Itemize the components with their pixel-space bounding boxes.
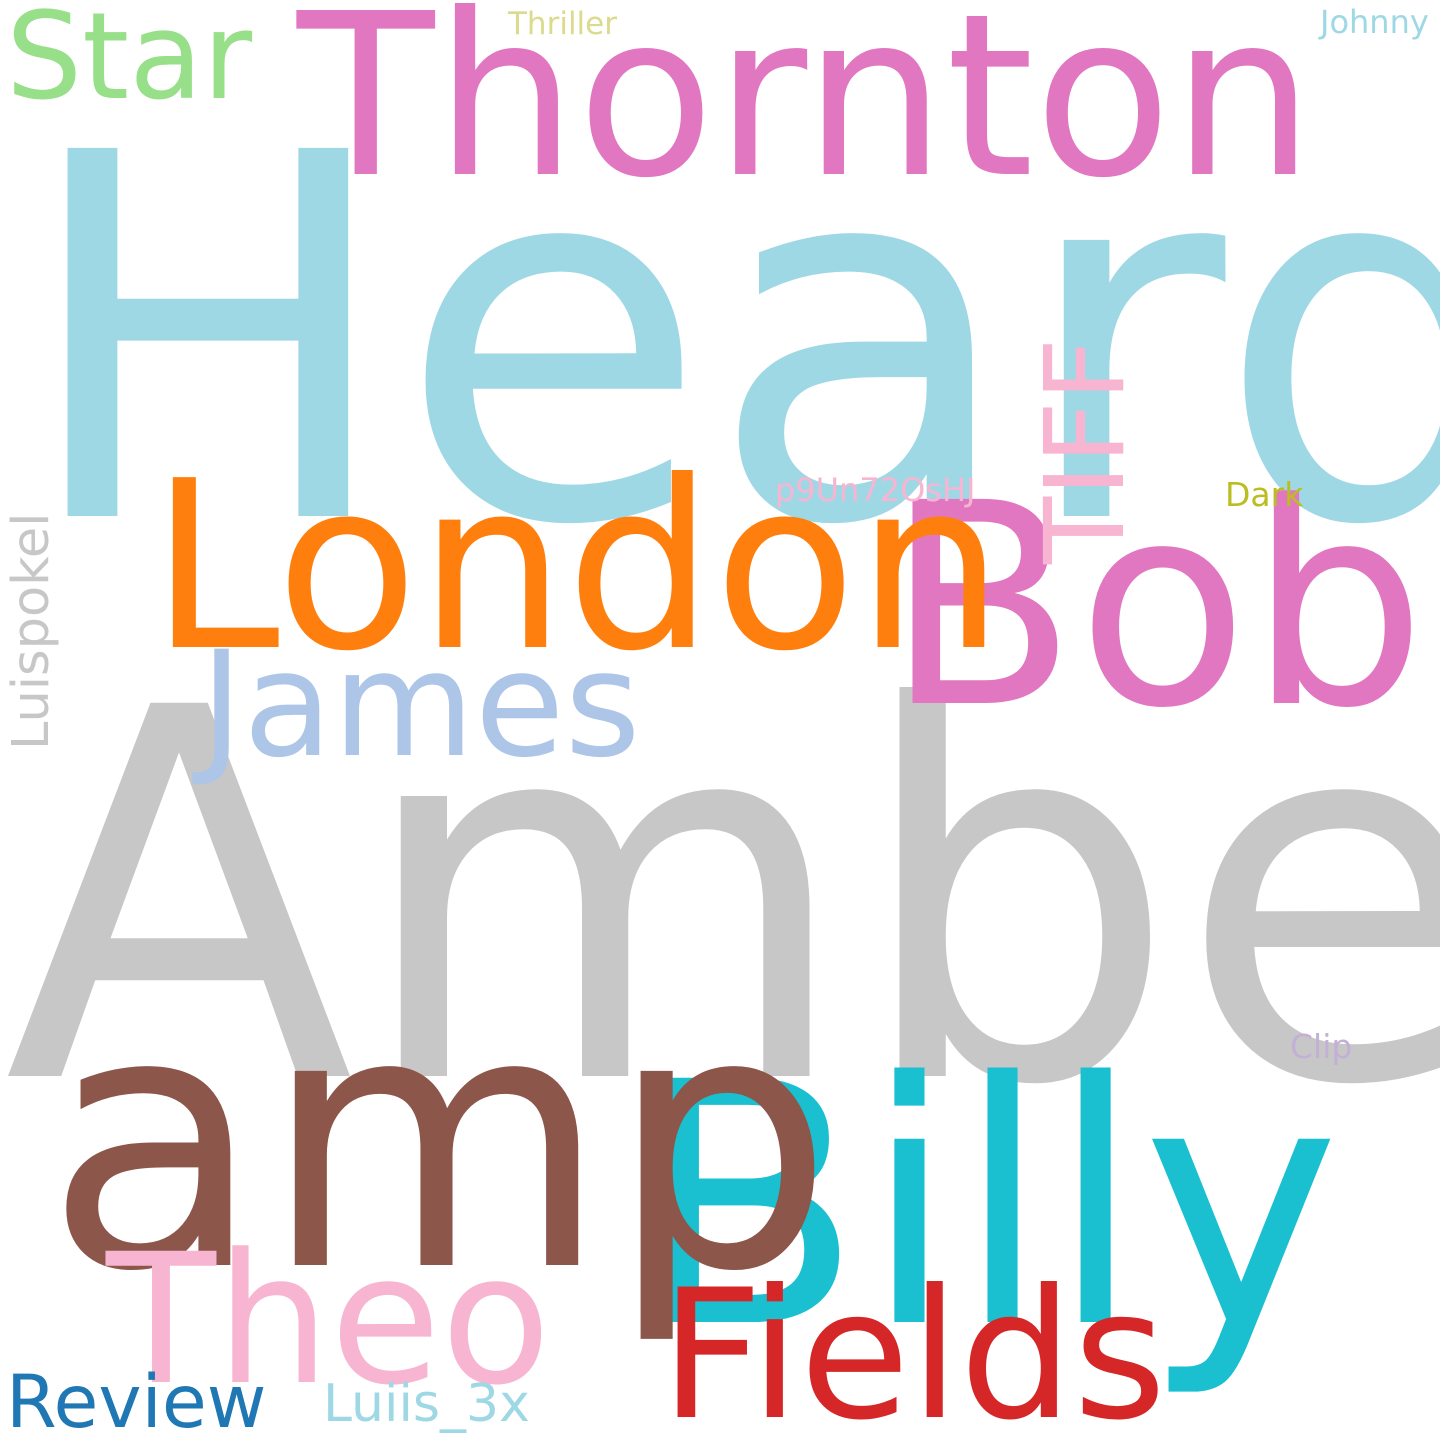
word-johnny: Johnny bbox=[1320, 3, 1429, 41]
word-tiff: TIFF bbox=[1021, 337, 1149, 564]
word-review: Review bbox=[6, 1360, 267, 1440]
word-luiis-3x: Luiis_3x bbox=[323, 1374, 530, 1434]
word-p9un72oshj: p9Un72OsHJ bbox=[775, 471, 976, 509]
word-bob: Bob bbox=[885, 444, 1427, 770]
word-james: James bbox=[200, 620, 641, 790]
word-clip: Clip bbox=[1290, 1027, 1353, 1066]
word-thriller: Thriller bbox=[508, 6, 617, 42]
word-dark: Dark bbox=[1225, 475, 1304, 514]
word-amber: Amber bbox=[4, 601, 1440, 1197]
word-billy: Billy bbox=[633, 1012, 1341, 1402]
word-thornton: Thornton bbox=[297, 0, 1315, 228]
word-fields: Fields bbox=[660, 1252, 1167, 1440]
word-london: London bbox=[150, 431, 1005, 702]
word-theo: Theo bbox=[106, 1216, 551, 1425]
word-amp: amp bbox=[45, 935, 834, 1349]
word-heard: Heard bbox=[18, 48, 1440, 636]
word-luispokel: Luispokel bbox=[2, 512, 61, 750]
word-star: Star bbox=[6, 0, 253, 127]
